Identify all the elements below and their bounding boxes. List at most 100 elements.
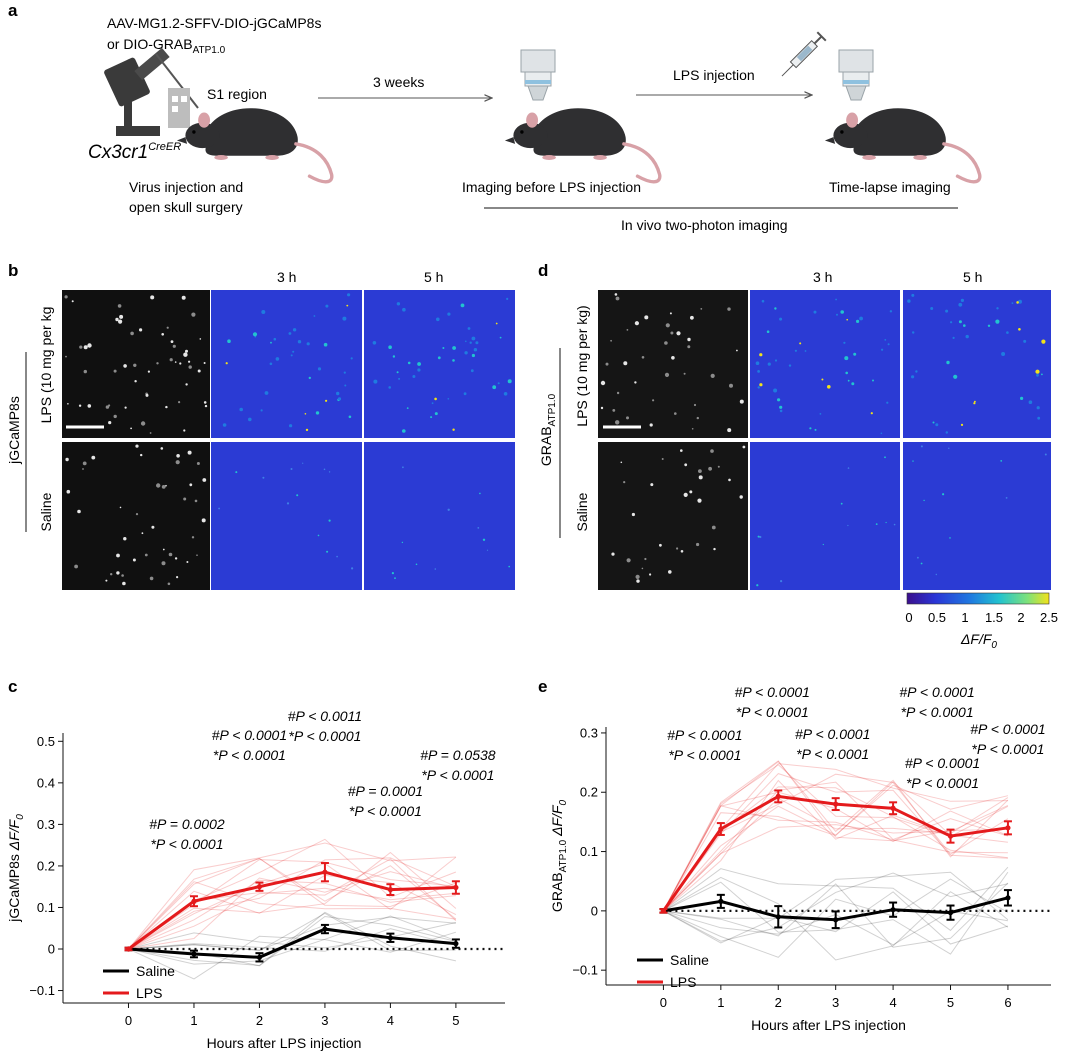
cell-speckle — [273, 337, 277, 341]
legend-label: Saline — [136, 963, 175, 979]
cell-speckle — [115, 317, 119, 322]
cell-speckle — [475, 341, 479, 345]
y-axis-label: jGCaMP8s ΔF/F0 — [6, 814, 26, 923]
cell-speckle — [697, 498, 702, 503]
data-point — [947, 833, 954, 839]
cell-speckle — [650, 483, 654, 487]
cell-speckle — [105, 579, 108, 582]
cell-speckle — [351, 567, 354, 570]
cell-speckle — [1011, 302, 1014, 304]
cell-speckle — [774, 359, 778, 362]
cell-speckle — [870, 412, 873, 415]
cell-speckle — [736, 349, 738, 352]
stat-annotation-star: *P < 0.0001 — [213, 747, 286, 763]
cell-speckle — [680, 449, 683, 452]
data-point — [125, 946, 132, 952]
cell-speckle — [945, 431, 948, 434]
cell-speckle — [83, 369, 88, 374]
cell-speckle — [304, 413, 307, 415]
cell-speckle — [78, 404, 82, 407]
cell-speckle — [1005, 497, 1008, 499]
cell-speckle — [436, 317, 440, 322]
cell-speckle — [149, 432, 152, 434]
cell-speckle — [165, 484, 167, 487]
cell-speckle — [289, 424, 293, 428]
individual-trace — [128, 851, 457, 950]
colorbar-tick: 0 — [905, 610, 912, 625]
cell-speckle — [124, 406, 127, 409]
micrograph-baseline-lps-d — [598, 290, 748, 438]
cell-speckle — [911, 293, 915, 297]
cell-speckle — [620, 461, 623, 464]
y-tick-label: 0.4 — [37, 775, 55, 790]
cell-speckle — [610, 339, 612, 342]
y-tick-label: 0.2 — [580, 785, 598, 800]
data-point — [890, 805, 896, 811]
syringe-icon — [781, 31, 827, 77]
cell-speckle — [915, 370, 918, 373]
cell-speckle — [623, 481, 626, 484]
cell-speckle — [172, 344, 176, 348]
cell-speckle — [634, 381, 637, 384]
cell-speckle — [1044, 453, 1047, 456]
panel-b-label: b — [8, 261, 18, 280]
cell-speckle — [328, 519, 331, 522]
mean-line-saline — [128, 927, 457, 959]
y-tick-label: 0.5 — [37, 734, 55, 749]
cell-speckle — [739, 495, 743, 499]
cell-speckle — [133, 363, 137, 367]
cell-speckle — [845, 371, 848, 375]
cell-speckle — [687, 345, 691, 349]
cell-speckle — [710, 373, 715, 378]
s1-region-label: S1 region — [207, 86, 267, 102]
colorbar-tick: 1.5 — [985, 610, 1003, 625]
cell-speckles-d — [600, 293, 1047, 587]
cell-speckle — [661, 458, 664, 460]
cell-speckle — [161, 333, 164, 336]
cell-speckle — [949, 537, 951, 539]
individual-trace — [662, 773, 1009, 912]
cell-speckle — [218, 507, 221, 510]
cell-speckle — [402, 307, 406, 312]
cell-speckle — [683, 372, 686, 375]
cell-speckle — [859, 316, 863, 321]
step1-line2: open skull surgery — [129, 199, 243, 215]
cell-speckle — [286, 502, 290, 505]
cell-speckle — [1036, 406, 1040, 410]
cell-speckle — [965, 334, 969, 339]
cell-speckle — [391, 572, 394, 575]
individual-trace — [128, 911, 457, 967]
cell-speckle — [174, 361, 177, 363]
cell-speckle — [840, 502, 843, 505]
individual-trace — [663, 871, 1009, 955]
cell-speckle — [846, 318, 848, 321]
cell-speckle — [996, 307, 999, 310]
cell-speckle — [169, 358, 173, 362]
cell-speckle — [188, 360, 191, 363]
cell-speckle — [82, 468, 84, 470]
cell-speckle — [186, 561, 189, 563]
cell-speckle — [917, 556, 919, 559]
cell-speckle — [799, 342, 802, 345]
cell-speckle — [875, 523, 878, 525]
cell-speckle — [202, 478, 207, 482]
cell-speckle — [430, 416, 433, 419]
cell-speckles-b — [64, 293, 512, 586]
cell-speckle — [779, 405, 783, 409]
individual-trace — [663, 781, 1009, 912]
cell-speckle — [188, 365, 192, 369]
cell-speckle — [325, 399, 328, 402]
cell-speckle — [840, 310, 844, 314]
cell-speckle — [290, 354, 293, 357]
cell-speckle — [179, 362, 182, 365]
cell-speckle — [626, 558, 631, 563]
step3-label: Time-lapse imaging — [829, 179, 951, 195]
individual-trace — [663, 882, 1009, 948]
individual-trace — [128, 916, 456, 951]
cell-speckle — [183, 429, 186, 432]
x-tick-label: 1 — [190, 1013, 197, 1028]
cell-speckle — [323, 342, 328, 347]
cell-speckle — [779, 317, 783, 321]
cell-speckle — [162, 548, 165, 551]
cell-speckle — [239, 407, 243, 412]
